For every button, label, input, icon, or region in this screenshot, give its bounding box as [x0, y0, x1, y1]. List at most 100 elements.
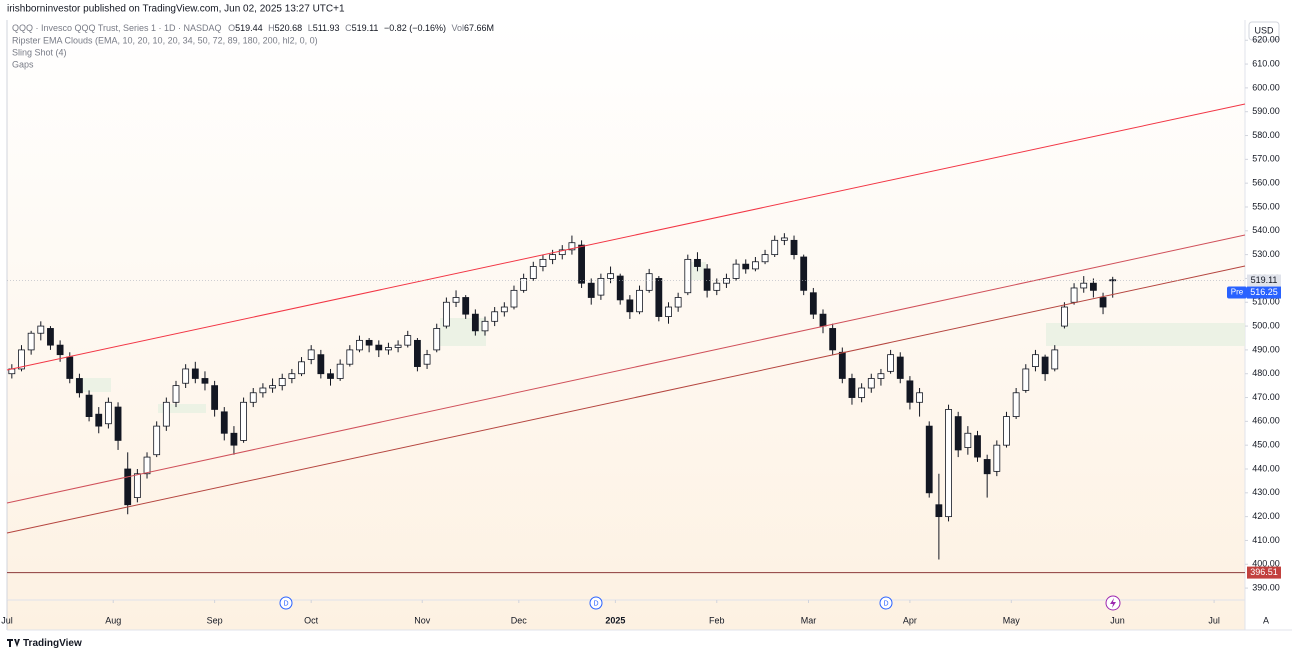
candle-body: [56, 344, 64, 356]
candle-body: [935, 504, 943, 518]
dividend-icon[interactable]: [589, 596, 603, 610]
candle-body: [230, 432, 238, 446]
candle-body: [37, 325, 45, 334]
candle-body: [597, 278, 605, 296]
candle-body: [365, 339, 373, 346]
gap-zone: [75, 378, 111, 392]
auto-scale-button[interactable]: A: [1263, 615, 1269, 625]
candle-body: [104, 401, 112, 425]
indicator-legend[interactable]: Ripster EMA Clouds (EMA, 10, 20, 10, 20,…: [12, 35, 318, 45]
candle-body: [471, 313, 479, 332]
x-tick-label: Oct: [304, 615, 319, 625]
candle-body: [906, 380, 914, 403]
y-tick-label: 410.00: [1252, 535, 1280, 545]
candle-body: [1041, 356, 1049, 375]
candle-body: [752, 261, 759, 270]
x-tick-label: Jun: [1110, 615, 1125, 625]
candle-body: [780, 237, 788, 241]
candle-body: [578, 244, 585, 284]
currency-button[interactable]: [1248, 21, 1280, 41]
ohlc-label: H: [268, 23, 275, 33]
candle-body: [452, 297, 460, 303]
candle-body: [838, 351, 846, 379]
candle-body: [375, 344, 383, 351]
y-tick-label: 390.00: [1252, 582, 1280, 592]
candle-body: [616, 275, 624, 301]
y-tick-label: 430.00: [1252, 487, 1280, 497]
candle-body: [916, 392, 923, 403]
currency-label[interactable]: USD: [1254, 25, 1274, 35]
candle-body: [259, 387, 267, 394]
candle-body: [298, 361, 305, 375]
candle-body: [800, 256, 808, 291]
candle-body: [143, 456, 151, 475]
indicator-legend[interactable]: Gaps: [12, 59, 34, 69]
gap-zone: [158, 404, 206, 413]
candle-body: [945, 409, 952, 518]
candle-body: [288, 373, 296, 379]
candle-body: [269, 385, 276, 389]
dividend-icon[interactable]: [879, 596, 893, 610]
x-tick-label: May: [1003, 615, 1021, 625]
candle-body: [336, 363, 344, 379]
candle-body: [974, 435, 981, 458]
ohlc-value: 519.44: [235, 23, 263, 33]
candle-body: [964, 432, 972, 448]
candle-body: [211, 385, 219, 410]
y-tick-label: 550.00: [1252, 201, 1280, 211]
candle-body: [278, 378, 286, 387]
candle-body: [674, 297, 682, 308]
candle-body: [182, 368, 190, 384]
indicator-legend[interactable]: Sling Shot (4): [12, 47, 67, 57]
candle-body: [76, 378, 83, 394]
candle-body: [491, 311, 499, 322]
candle-body: [809, 292, 817, 315]
y-tick-label: 420.00: [1252, 511, 1280, 521]
candle-body: [317, 354, 325, 375]
x-tick-label: Jul: [1, 615, 13, 625]
candle-body: [85, 394, 93, 417]
candle-body: [500, 306, 508, 313]
plot-background: [7, 20, 1245, 630]
candle-body: [1003, 416, 1010, 446]
x-tick-label: Sep: [207, 615, 223, 625]
candle-body: [742, 263, 750, 270]
candle-body: [703, 268, 711, 291]
candle-body: [867, 378, 875, 389]
y-tick-label: 610.00: [1252, 58, 1280, 68]
candle-body: [587, 282, 595, 298]
candle-body: [732, 263, 740, 279]
candle-body: [240, 401, 247, 441]
candle-body: [694, 258, 701, 267]
ohlc-value: 520.68: [275, 23, 303, 33]
candle-body: [346, 349, 354, 365]
candle-body: [1089, 282, 1097, 291]
candle-body: [954, 416, 962, 451]
candle-body: [162, 401, 170, 427]
premarket-tag: [1227, 286, 1247, 299]
gap-zone: [690, 262, 706, 280]
candle-body: [249, 392, 257, 403]
plot: [6, 39, 1248, 603]
candle-body: [433, 328, 441, 351]
dividend-icon[interactable]: [279, 596, 293, 610]
overlay: [7, 280, 1245, 574]
candle-body: [993, 444, 1001, 472]
level-price-box: [1247, 566, 1281, 579]
candle-body: [636, 289, 643, 313]
premarket-price-label: 516.25: [1250, 287, 1278, 297]
candle-body: [462, 297, 470, 315]
candle-body: [645, 273, 653, 291]
y-tick-label: 530.00: [1252, 249, 1280, 259]
y-tick-label: 440.00: [1252, 463, 1280, 473]
dividend-icon-glyph: D: [283, 600, 288, 607]
candle-body: [626, 299, 634, 313]
premarket-price-box: [1247, 286, 1281, 299]
x-tick-label: 2025: [605, 615, 625, 625]
y-tick-label: 490.00: [1252, 344, 1280, 354]
last-price-box: [1247, 274, 1281, 287]
earnings-icon-glyph: [1110, 598, 1116, 608]
y-tick-label: 570.00: [1252, 154, 1280, 164]
candle-body: [327, 373, 334, 379]
x-tick-label: Feb: [709, 615, 725, 625]
